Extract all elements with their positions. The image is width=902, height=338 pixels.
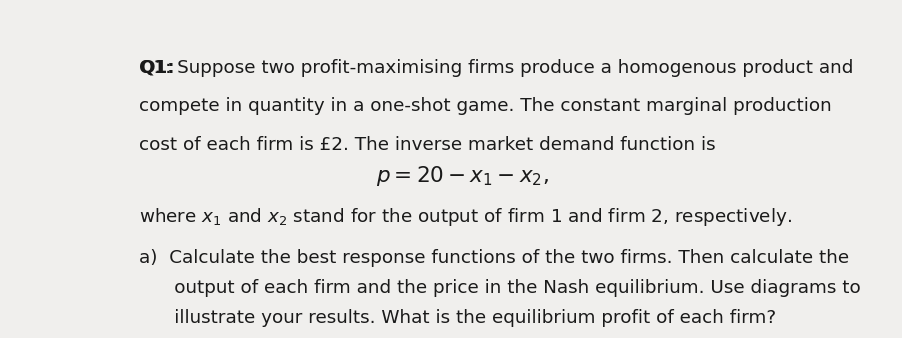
Text: Q1: Suppose two profit-maximising firms produce a homogenous product and: Q1: Suppose two profit-maximising firms … bbox=[139, 59, 853, 77]
Text: compete in quantity in a one-shot game. The constant marginal production: compete in quantity in a one-shot game. … bbox=[139, 97, 832, 115]
Text: $p = 20 - x_1 - x_2,$: $p = 20 - x_1 - x_2,$ bbox=[376, 164, 548, 188]
Text: output of each firm and the price in the Nash equilibrium. Use diagrams to: output of each firm and the price in the… bbox=[139, 279, 861, 297]
Text: Q1:: Q1: bbox=[139, 59, 175, 77]
Text: illustrate your results. What is the equilibrium profit of each firm?: illustrate your results. What is the equ… bbox=[139, 309, 776, 327]
Text: Q1: Suppose two profit-maximising firms produce a homogenous product and: Q1: Suppose two profit-maximising firms … bbox=[139, 59, 853, 77]
Text: a)  Calculate the best response functions of the two firms. Then calculate the: a) Calculate the best response functions… bbox=[139, 249, 849, 267]
Text: cost of each firm is £2. The inverse market demand function is: cost of each firm is £2. The inverse mar… bbox=[139, 136, 715, 154]
Text: where $x_1$ and $x_2$ stand for the output of firm 1 and firm 2, respectively.: where $x_1$ and $x_2$ stand for the outp… bbox=[139, 206, 792, 228]
